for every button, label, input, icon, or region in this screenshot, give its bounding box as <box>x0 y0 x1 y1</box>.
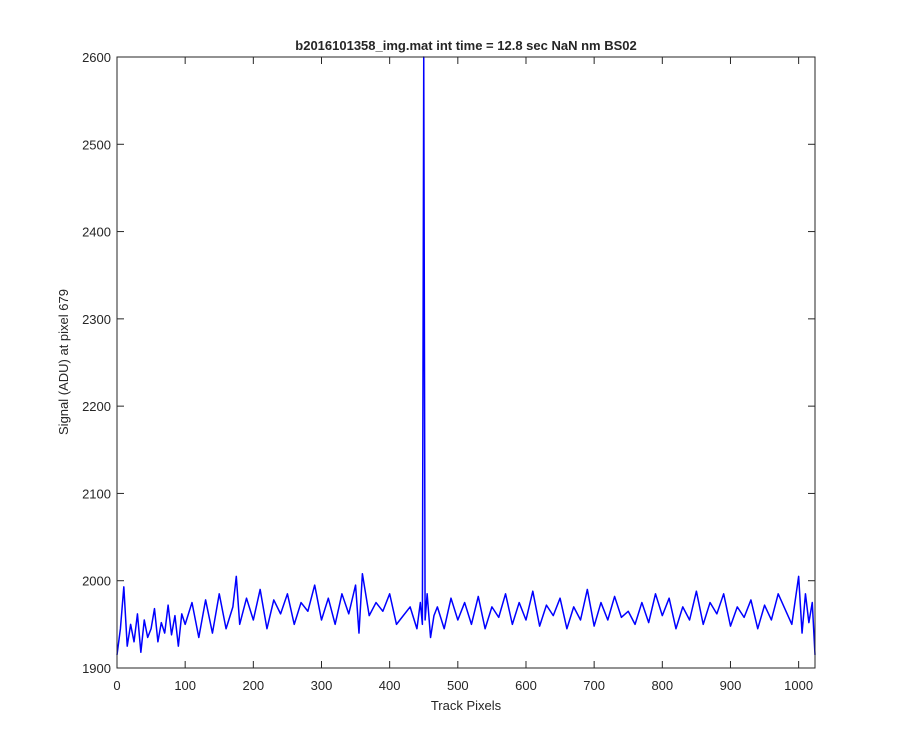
y-tick-label: 2600 <box>82 50 111 65</box>
y-tick-label: 2400 <box>82 225 111 240</box>
y-tick-label: 2000 <box>82 574 111 589</box>
y-axis: 1900 2000 2100 2200 2300 2400 2500 2600 <box>82 50 815 676</box>
x-tick-label: 200 <box>242 678 264 693</box>
x-tick-label: 700 <box>583 678 605 693</box>
y-tick-label: 1900 <box>82 661 111 676</box>
x-axis: 0 100 200 300 400 500 600 700 800 900 1000 <box>113 57 813 693</box>
data-layer <box>116 56 816 656</box>
series-line-1 <box>116 56 816 656</box>
x-axis-label: Track Pixels <box>431 698 502 713</box>
x-tick-label: 500 <box>447 678 469 693</box>
x-tick-label: 100 <box>174 678 196 693</box>
chart-title: b2016101358_img.mat int time = 12.8 sec … <box>295 38 636 53</box>
plot-area <box>117 57 815 668</box>
x-tick-label: 900 <box>720 678 742 693</box>
x-tick-label: 0 <box>113 678 120 693</box>
y-tick-label: 2100 <box>82 486 111 501</box>
x-tick-label: 800 <box>651 678 673 693</box>
x-tick-label: 600 <box>515 678 537 693</box>
x-tick-label: 300 <box>311 678 333 693</box>
y-tick-label: 2200 <box>82 399 111 414</box>
axes-box <box>116 56 816 669</box>
y-tick-label: 2300 <box>82 312 111 327</box>
x-tick-label: 1000 <box>784 678 813 693</box>
y-axis-label: Signal (ADU) at pixel 679 <box>56 289 71 435</box>
x-tick-label: 400 <box>379 678 401 693</box>
y-tick-label: 2500 <box>82 137 111 152</box>
